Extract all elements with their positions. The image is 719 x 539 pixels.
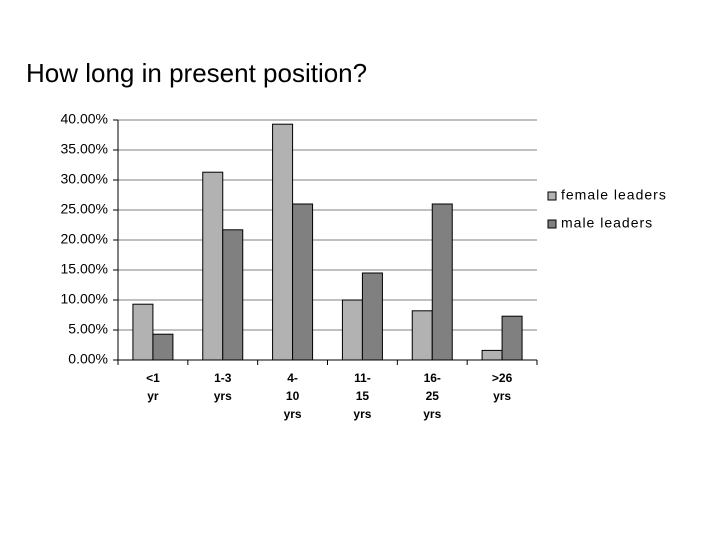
x-tick-label: <1 yr [146,371,160,403]
bar [501,315,523,361]
bar [272,123,294,361]
bar [132,303,154,361]
legend-swatch [547,191,557,201]
y-tick-label: 10.00% [61,291,108,307]
bar [361,272,383,361]
bar [431,203,453,361]
legend-label: female leaders [561,187,667,203]
y-tick-label: 15.00% [61,261,108,277]
bar [292,203,314,361]
x-tick-label: 1-3 yrs [213,371,232,403]
x-tick-label: 11- 15 yrs [353,371,372,421]
bar [341,299,363,361]
y-tick-label: 35.00% [61,141,108,157]
legend-label: male leaders [561,215,653,231]
x-tick-label: 4- 10 yrs [283,371,302,421]
y-tick-label: 5.00% [68,321,108,337]
y-tick-label: 0.00% [68,351,108,367]
x-tick-label: 16- 25 yrs [423,371,442,421]
y-tick-label: 30.00% [61,171,108,187]
y-tick-label: 25.00% [61,201,108,217]
bar [202,171,224,361]
bar [152,333,174,361]
y-tick-label: 40.00% [61,111,108,127]
legend-swatch [547,219,557,229]
y-tick-label: 20.00% [61,231,108,247]
x-tick-label: >26 yrs [491,371,513,403]
bar [222,229,244,361]
bar [411,310,433,361]
chart-title: How long in present position? [26,58,367,88]
bar [481,349,503,361]
